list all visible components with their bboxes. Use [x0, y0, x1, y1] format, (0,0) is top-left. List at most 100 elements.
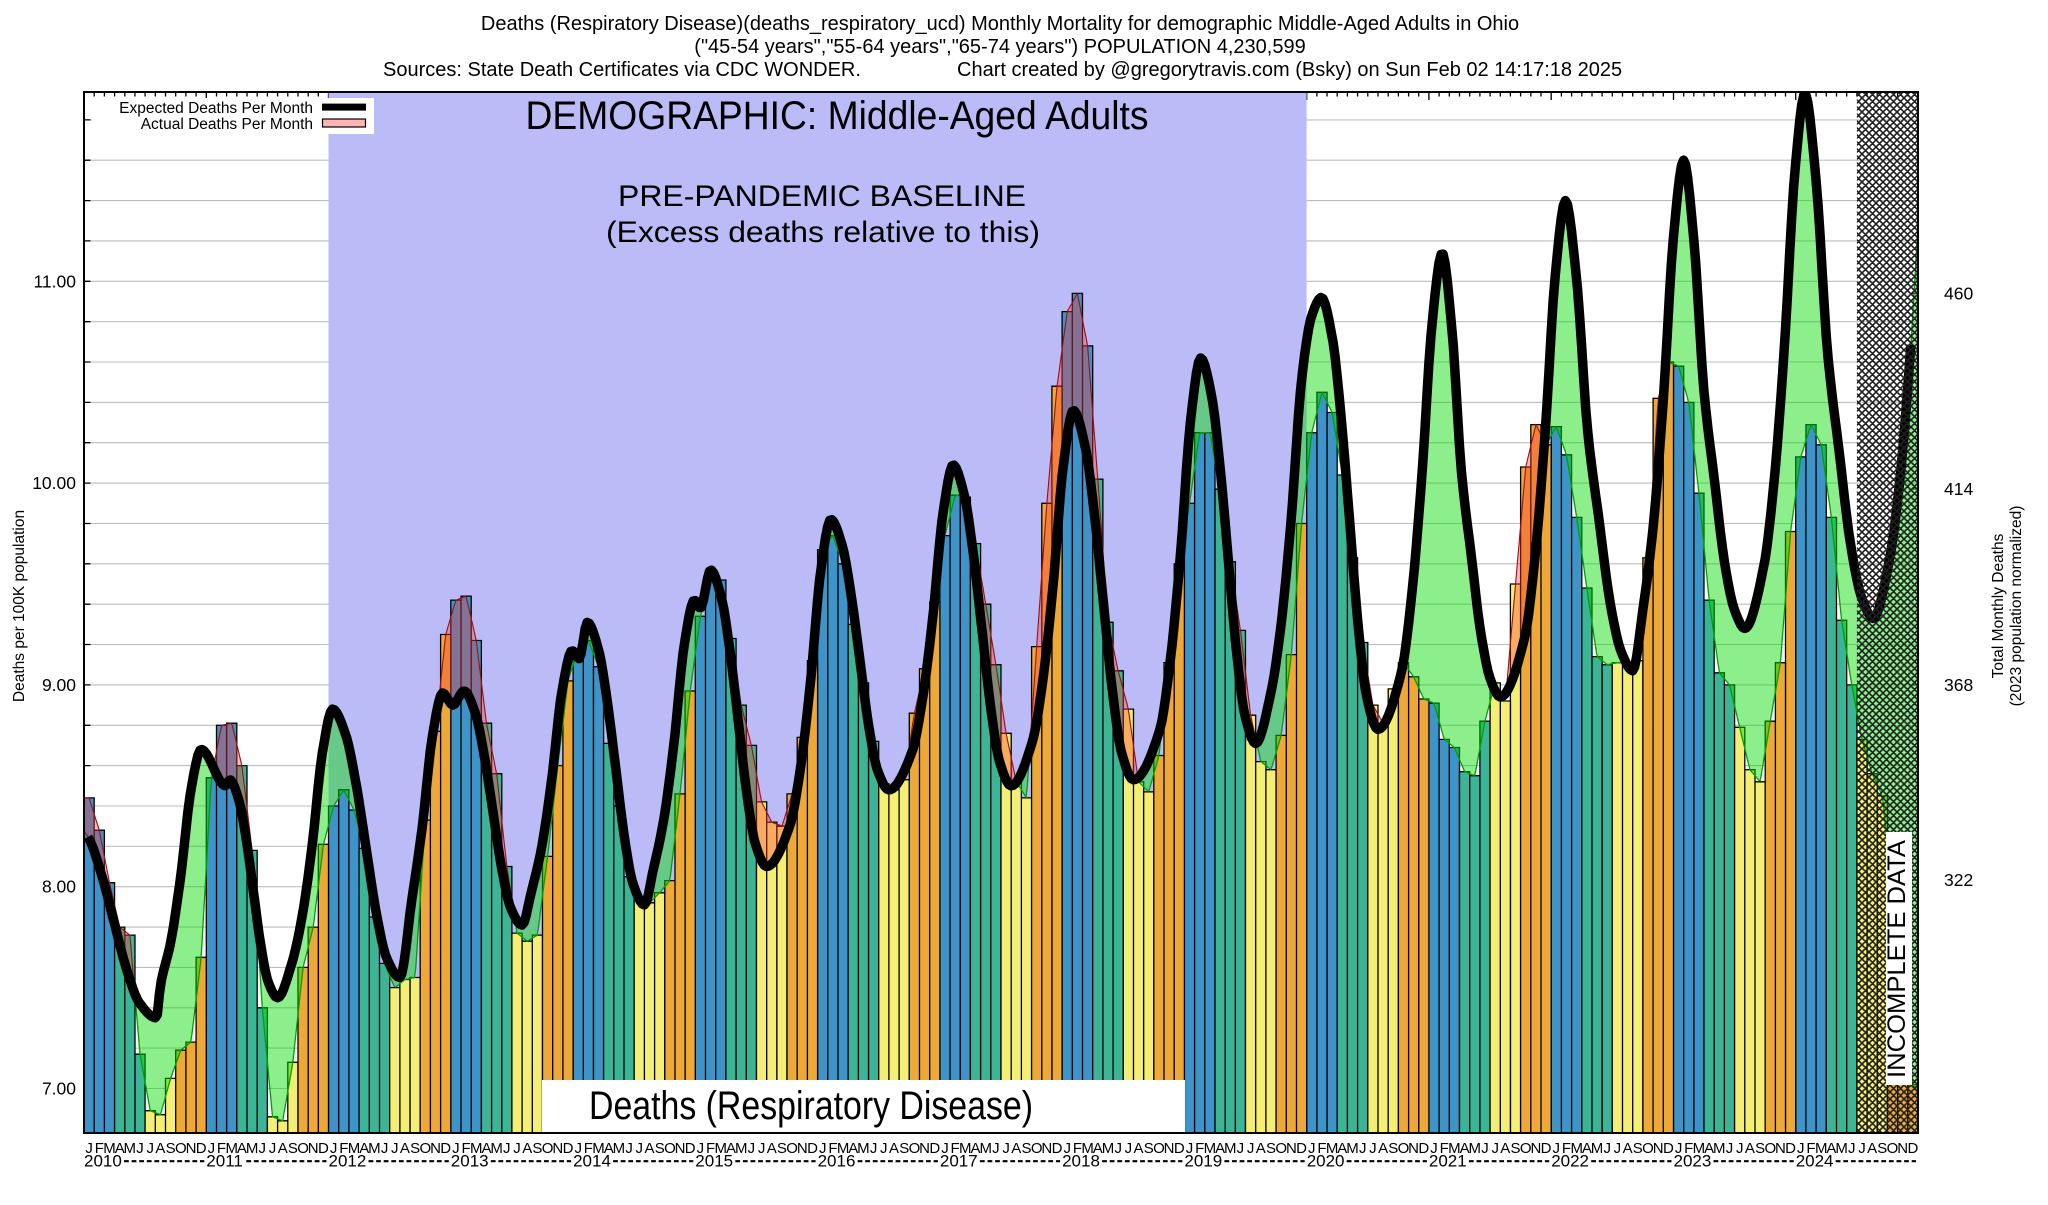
svg-text:F: F — [584, 1140, 593, 1157]
svg-text:D: D — [196, 1140, 207, 1157]
svg-text:O: O — [1887, 1140, 1899, 1157]
svg-text:J: J — [697, 1140, 705, 1157]
svg-text:F: F — [1806, 1140, 1815, 1157]
svg-text:2013: 2013 — [451, 1152, 489, 1171]
svg-text:J: J — [1369, 1140, 1377, 1157]
svg-text:2010: 2010 — [84, 1152, 122, 1171]
svg-text:M: M — [490, 1140, 503, 1157]
svg-text:A: A — [1582, 1140, 1592, 1157]
svg-text:2019: 2019 — [1184, 1152, 1222, 1171]
svg-text:J: J — [1726, 1140, 1734, 1157]
svg-text:A: A — [1826, 1140, 1836, 1157]
svg-text:M: M — [225, 1140, 238, 1157]
svg-text:J: J — [1603, 1140, 1611, 1157]
svg-text:A: A — [359, 1140, 369, 1157]
svg-text:F: F — [1073, 1140, 1082, 1157]
svg-text:M: M — [959, 1140, 972, 1157]
svg-text:N: N — [919, 1140, 930, 1157]
svg-text:8.00: 8.00 — [42, 877, 76, 897]
svg-text:S: S — [1755, 1140, 1765, 1157]
svg-text:J: J — [1848, 1140, 1856, 1157]
svg-text:F: F — [1562, 1140, 1571, 1157]
svg-text:A: A — [1745, 1140, 1755, 1157]
svg-text:J: J — [208, 1140, 216, 1157]
svg-text:F: F — [1440, 1140, 1449, 1157]
svg-text:J: J — [452, 1140, 460, 1157]
svg-text:M: M — [1448, 1140, 1461, 1157]
svg-text:O: O — [1275, 1140, 1287, 1157]
svg-text:M: M — [1469, 1140, 1482, 1157]
svg-text:322: 322 — [1944, 870, 1973, 890]
svg-text:368: 368 — [1944, 675, 1973, 695]
svg-text:A: A — [889, 1140, 899, 1157]
svg-text:S: S — [532, 1140, 542, 1157]
svg-text:J: J — [1125, 1140, 1133, 1157]
svg-text:414: 414 — [1944, 479, 1973, 499]
svg-text:A: A — [1500, 1140, 1510, 1157]
svg-text:2020: 2020 — [1307, 1152, 1345, 1171]
svg-text:S: S — [1510, 1140, 1520, 1157]
svg-text:N: N — [552, 1140, 563, 1157]
svg-text:F: F — [1317, 1140, 1326, 1157]
svg-text:A: A — [115, 1140, 125, 1157]
svg-text:J: J — [1614, 1140, 1622, 1157]
svg-text:J: J — [1063, 1140, 1071, 1157]
svg-text:2018: 2018 — [1062, 1152, 1100, 1171]
svg-text:2023: 2023 — [1674, 1152, 1712, 1171]
svg-text:O: O — [1031, 1140, 1043, 1157]
svg-text:F: F — [828, 1140, 837, 1157]
svg-text:J: J — [819, 1140, 827, 1157]
svg-text:J: J — [1675, 1140, 1683, 1157]
svg-text:N: N — [430, 1140, 441, 1157]
svg-text:M: M — [1204, 1140, 1217, 1157]
svg-text:S: S — [655, 1140, 665, 1157]
svg-text:M: M — [348, 1140, 361, 1157]
svg-text:J: J — [1858, 1140, 1866, 1157]
svg-text:7.00: 7.00 — [42, 1079, 76, 1099]
svg-text:A: A — [970, 1140, 980, 1157]
svg-text:A: A — [278, 1140, 288, 1157]
svg-text:460: 460 — [1944, 284, 1973, 304]
svg-text:M: M — [1815, 1140, 1828, 1157]
svg-text:D: D — [563, 1140, 574, 1157]
svg-text:J: J — [1186, 1140, 1194, 1157]
svg-text:2012: 2012 — [329, 1152, 367, 1171]
svg-text:F: F — [1684, 1140, 1693, 1157]
svg-text:11.00: 11.00 — [34, 271, 77, 291]
svg-text:A: A — [1337, 1140, 1347, 1157]
svg-text:F: F — [339, 1140, 348, 1157]
svg-text:M: M — [1570, 1140, 1583, 1157]
svg-text:A: A — [400, 1140, 410, 1157]
svg-text:J: J — [1736, 1140, 1744, 1157]
svg-text:J: J — [992, 1140, 1000, 1157]
svg-text:M: M — [979, 1140, 992, 1157]
svg-text:O: O — [1642, 1140, 1654, 1157]
svg-text:A: A — [1704, 1140, 1714, 1157]
svg-text:2022: 2022 — [1551, 1152, 1589, 1171]
svg-text:A: A — [1133, 1140, 1143, 1157]
svg-text:Deaths per 100K population: Deaths per 100K population — [11, 510, 28, 702]
svg-text:M: M — [613, 1140, 626, 1157]
svg-text:D: D — [685, 1140, 696, 1157]
svg-text:O: O — [909, 1140, 921, 1157]
svg-text:N: N — [1530, 1140, 1541, 1157]
svg-text:Expected Deaths Per Month: Expected Deaths Per Month — [119, 100, 313, 117]
svg-text:N: N — [675, 1140, 686, 1157]
svg-text:S: S — [166, 1140, 176, 1157]
svg-text:J: J — [1237, 1140, 1245, 1157]
svg-text:A: A — [726, 1140, 736, 1157]
svg-text:M: M — [857, 1140, 870, 1157]
svg-text:N: N — [1041, 1140, 1052, 1157]
svg-text:D: D — [1785, 1140, 1796, 1157]
svg-text:M: M — [103, 1140, 116, 1157]
svg-text:N: N — [1775, 1140, 1786, 1157]
svg-text:D: D — [1052, 1140, 1063, 1157]
svg-text:M: M — [1326, 1140, 1339, 1157]
svg-text:J: J — [269, 1140, 277, 1157]
svg-text:2014: 2014 — [573, 1152, 611, 1171]
svg-text:2011: 2011 — [206, 1152, 243, 1171]
svg-text:A: A — [1378, 1140, 1388, 1157]
svg-text:M: M — [715, 1140, 728, 1157]
svg-text:S: S — [777, 1140, 787, 1157]
svg-text:A: A — [1460, 1140, 1470, 1157]
